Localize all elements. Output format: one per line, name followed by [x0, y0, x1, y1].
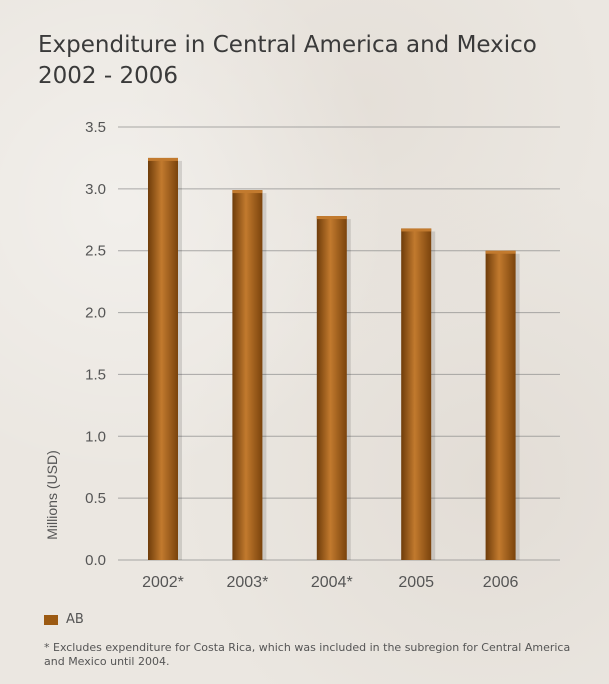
- y-tick-label: 1.5: [85, 366, 106, 383]
- bar-chart: 0.0 0.5 1.0 1.5 2.0 2.5 3.0 3.5 2002* 2003* 2004*…: [44, 119, 560, 591]
- chart-title-line1: Expenditure in Central America and Mexic…: [38, 32, 537, 58]
- bar: [148, 157, 178, 560]
- bar-top: [232, 190, 263, 194]
- bar: [232, 190, 263, 560]
- y-axis-label: Millions (USD): [44, 450, 60, 539]
- bar: [401, 228, 432, 560]
- y-tick-label: 1.0: [85, 428, 106, 445]
- y-tick-label: 0.5: [85, 490, 106, 507]
- x-tick-label: 2002*: [142, 574, 184, 591]
- y-tick-label: 3.0: [85, 181, 106, 198]
- y-tick-label: 0.0: [85, 552, 106, 569]
- chart-title-line2: 2002 - 2006: [38, 63, 178, 89]
- x-tick-label: 2005: [398, 574, 434, 591]
- chart-title: Expenditure in Central America and Mexic…: [38, 30, 537, 92]
- x-tick-label: 2004*: [311, 574, 353, 591]
- y-tick-label: 2.5: [85, 243, 106, 260]
- legend-swatch: [44, 614, 58, 625]
- x-tick-label: 2006: [483, 574, 519, 591]
- y-tick-label: 3.5: [85, 119, 106, 136]
- x-tick-label: 2003*: [226, 574, 268, 591]
- bar-top: [148, 157, 178, 161]
- bar-top: [485, 250, 516, 254]
- legend-label: AB: [66, 612, 84, 627]
- bar-top: [316, 216, 347, 220]
- legend: AB: [44, 612, 84, 627]
- y-tick-label: 2.0: [85, 305, 106, 322]
- bar: [485, 250, 516, 560]
- footnote: * Excludes expenditure for Costa Rica, w…: [44, 641, 571, 668]
- bar-top: [401, 228, 432, 232]
- bar: [316, 216, 347, 560]
